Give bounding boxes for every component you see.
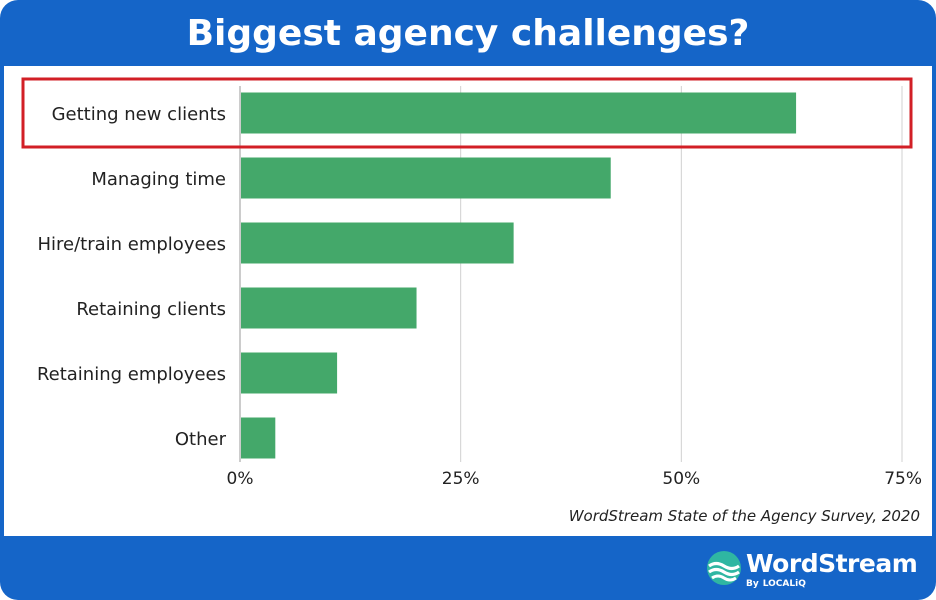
category-label: Other xyxy=(175,429,227,450)
category-label: Managing time xyxy=(91,169,226,190)
highlight-box xyxy=(21,77,913,149)
byline-prefix: By xyxy=(746,579,759,589)
bar-getting-new-clients xyxy=(241,92,797,134)
chart-panel: Getting new clients Managing time Hire/tra… xyxy=(4,66,932,536)
brand-byline: By LOCALiQ xyxy=(746,579,806,589)
bar-managing-time xyxy=(241,157,611,199)
category-label: Hire/train employees xyxy=(37,234,226,255)
bar-chart: Getting new clients Managing time Hire/tra… xyxy=(21,77,922,489)
category-label: Retaining clients xyxy=(76,299,226,320)
byline-brand: LOCALiQ xyxy=(762,579,806,589)
bar-hire-train-employees xyxy=(241,222,514,264)
brand-name: WordStream xyxy=(746,549,918,578)
x-tick-label: 0% xyxy=(227,469,254,489)
chart-source: WordStream State of the Agency Survey, 2… xyxy=(568,507,920,525)
page-title: Biggest agency challenges? xyxy=(186,13,750,54)
bar-other xyxy=(241,417,276,459)
bar-retaining-clients xyxy=(241,287,417,329)
category-label: Getting new clients xyxy=(52,104,226,125)
wordstream-wave-icon xyxy=(707,551,741,585)
bar-retaining-employees xyxy=(241,352,338,394)
x-tick-label: 75% xyxy=(884,469,922,489)
wordstream-logo: WordStream By LOCALiQ xyxy=(706,548,920,592)
footer-bar: WordStream By LOCALiQ xyxy=(0,536,936,600)
x-tick-label: 25% xyxy=(442,469,480,489)
x-tick-label: 50% xyxy=(662,469,700,489)
category-label: Retaining employees xyxy=(37,364,226,385)
